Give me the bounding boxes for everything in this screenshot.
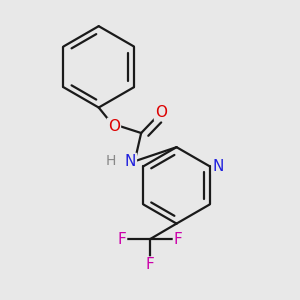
Text: F: F (174, 232, 183, 247)
Text: N: N (124, 154, 136, 169)
Text: O: O (108, 119, 120, 134)
Text: O: O (155, 105, 167, 120)
Text: N: N (213, 159, 224, 174)
Text: H: H (106, 154, 116, 168)
Text: F: F (146, 257, 154, 272)
Text: F: F (117, 232, 126, 247)
